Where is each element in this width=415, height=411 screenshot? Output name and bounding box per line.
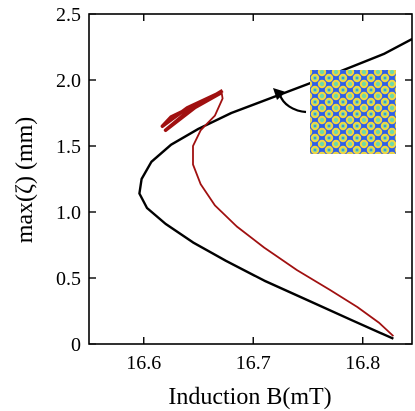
series-layer: [138, 38, 413, 340]
x-tick-label: 16.7: [236, 352, 271, 374]
y-tick-label: 2.0: [56, 70, 81, 92]
series-line-2-tail: [160, 89, 224, 132]
y-tick-label: 1.5: [56, 136, 81, 158]
y-tick-label: 1.0: [56, 202, 81, 224]
y-axis-title: max(ζ) (mm): [12, 117, 38, 244]
plot-frame: [88, 13, 413, 345]
y-tick-label: 0: [71, 334, 81, 356]
y-tick-label: 0.5: [56, 268, 81, 290]
ticks-layer: 16.6 16.7 16.8 0 0.5 1.0 1.5 2.0 2.5: [56, 4, 412, 374]
pattern-inset-image: [310, 70, 396, 154]
inset-arrowhead: [273, 88, 286, 100]
series-line-2: [192, 91, 395, 337]
y-tick-label: 2.5: [56, 4, 81, 26]
x-tick-label: 16.6: [126, 352, 161, 374]
pattern-inset: [273, 70, 396, 154]
x-tick-label: 16.8: [345, 352, 380, 374]
series-line-1: [138, 38, 413, 340]
x-axis-title: Induction B(mT): [168, 384, 331, 410]
inset-arrow: [278, 94, 307, 114]
